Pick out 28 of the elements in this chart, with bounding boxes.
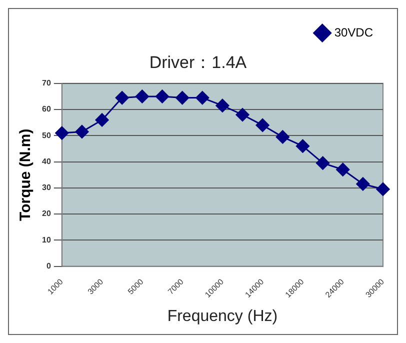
y-tick-label: 50 — [42, 130, 52, 140]
legend-label: 30VDC — [334, 25, 374, 40]
x-axis-title: Frequency (Hz) — [167, 308, 278, 325]
point — [155, 90, 169, 104]
point — [115, 91, 129, 105]
y-tick-label: 70 — [42, 78, 52, 88]
point — [135, 90, 149, 104]
point — [316, 156, 330, 170]
y-axis-title: Torque (N.m) — [17, 128, 34, 221]
point — [256, 118, 270, 132]
point — [296, 139, 310, 153]
point — [236, 108, 250, 122]
point — [216, 98, 230, 112]
point — [176, 91, 190, 105]
y-tick-label: 10 — [42, 235, 52, 244]
y-tick-label: 0 — [46, 261, 52, 270]
y-tick-label: 30 — [42, 183, 52, 192]
point — [376, 182, 390, 196]
y-tick-label: 40 — [42, 156, 52, 166]
point — [75, 124, 89, 138]
point — [336, 162, 350, 176]
point — [276, 130, 290, 144]
chart-title: Driver：1.4A — [149, 52, 248, 72]
y-tick-label: 20 — [42, 209, 52, 218]
point — [356, 177, 370, 191]
point — [95, 113, 109, 127]
y-tick-label: 60 — [42, 104, 52, 114]
point — [196, 91, 210, 105]
